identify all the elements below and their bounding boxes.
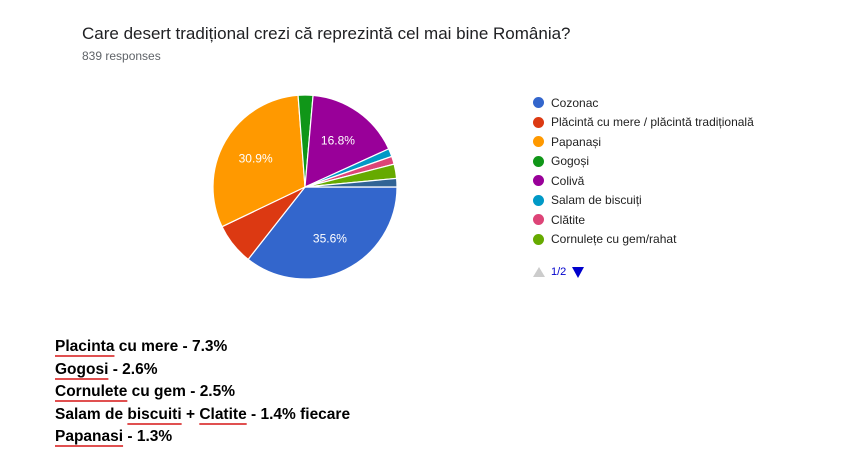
legend-item[interactable]: Plăcintă cu mere / plăcintă tradițională bbox=[533, 113, 754, 133]
chart-title: Care desert tradițional crezi că reprezi… bbox=[82, 24, 571, 43]
note-line: Cornulete cu gem - 2.5% bbox=[55, 383, 236, 400]
legend-dot-icon bbox=[533, 97, 544, 109]
legend-item[interactable]: Clătite bbox=[533, 210, 754, 230]
pie-slice[interactable] bbox=[304, 94, 390, 188]
pie-slice[interactable] bbox=[304, 177, 398, 188]
slice-label: 16.8% bbox=[321, 133, 355, 147]
legend-item[interactable]: Papanași bbox=[533, 132, 754, 152]
legend-item[interactable]: Cornulețe cu gem/rahat bbox=[533, 230, 754, 250]
pie-slice[interactable] bbox=[247, 186, 398, 280]
legend-dot-icon bbox=[533, 116, 544, 128]
legend-item[interactable]: Salam de biscuiți bbox=[533, 191, 754, 211]
slice-label: 30.9% bbox=[239, 151, 273, 165]
legend-dot-icon bbox=[533, 136, 544, 148]
legend-pager: 1/2 bbox=[533, 266, 585, 278]
triangle-up-icon[interactable] bbox=[533, 267, 545, 277]
slice-label: 35.6% bbox=[313, 231, 347, 245]
legend-dot-icon bbox=[533, 233, 544, 245]
legend-page-indicator: 1/2 bbox=[551, 266, 567, 278]
pie-slice[interactable] bbox=[212, 94, 306, 228]
legend-dot-icon bbox=[533, 175, 544, 187]
legend-dot-icon bbox=[533, 155, 544, 167]
legend-dot-icon bbox=[533, 214, 544, 226]
legend-item[interactable]: Gogoși bbox=[533, 152, 754, 172]
response-count: 839 responses bbox=[82, 49, 161, 63]
note-line: Gogosi - 2.6% bbox=[55, 360, 158, 378]
triangle-down-icon[interactable] bbox=[572, 266, 585, 278]
legend-dot-icon bbox=[533, 194, 544, 206]
legend-item[interactable]: Colivă bbox=[533, 171, 754, 191]
note-line: Placinta cu mere - 7.3% bbox=[55, 338, 228, 355]
note-line: Salam de biscuiti + Clatite - 1.4% fieca… bbox=[55, 405, 351, 423]
legend-item[interactable]: Cozonac bbox=[533, 93, 754, 113]
legend: Cozonac Plăcintă cu mere / plăcintă trad… bbox=[533, 93, 754, 249]
note-line: Papanasi - 1.3% bbox=[55, 428, 173, 445]
annotation-notes: Placinta cu mere - 7.3% Gogosi - 2.6% Co… bbox=[55, 337, 350, 450]
